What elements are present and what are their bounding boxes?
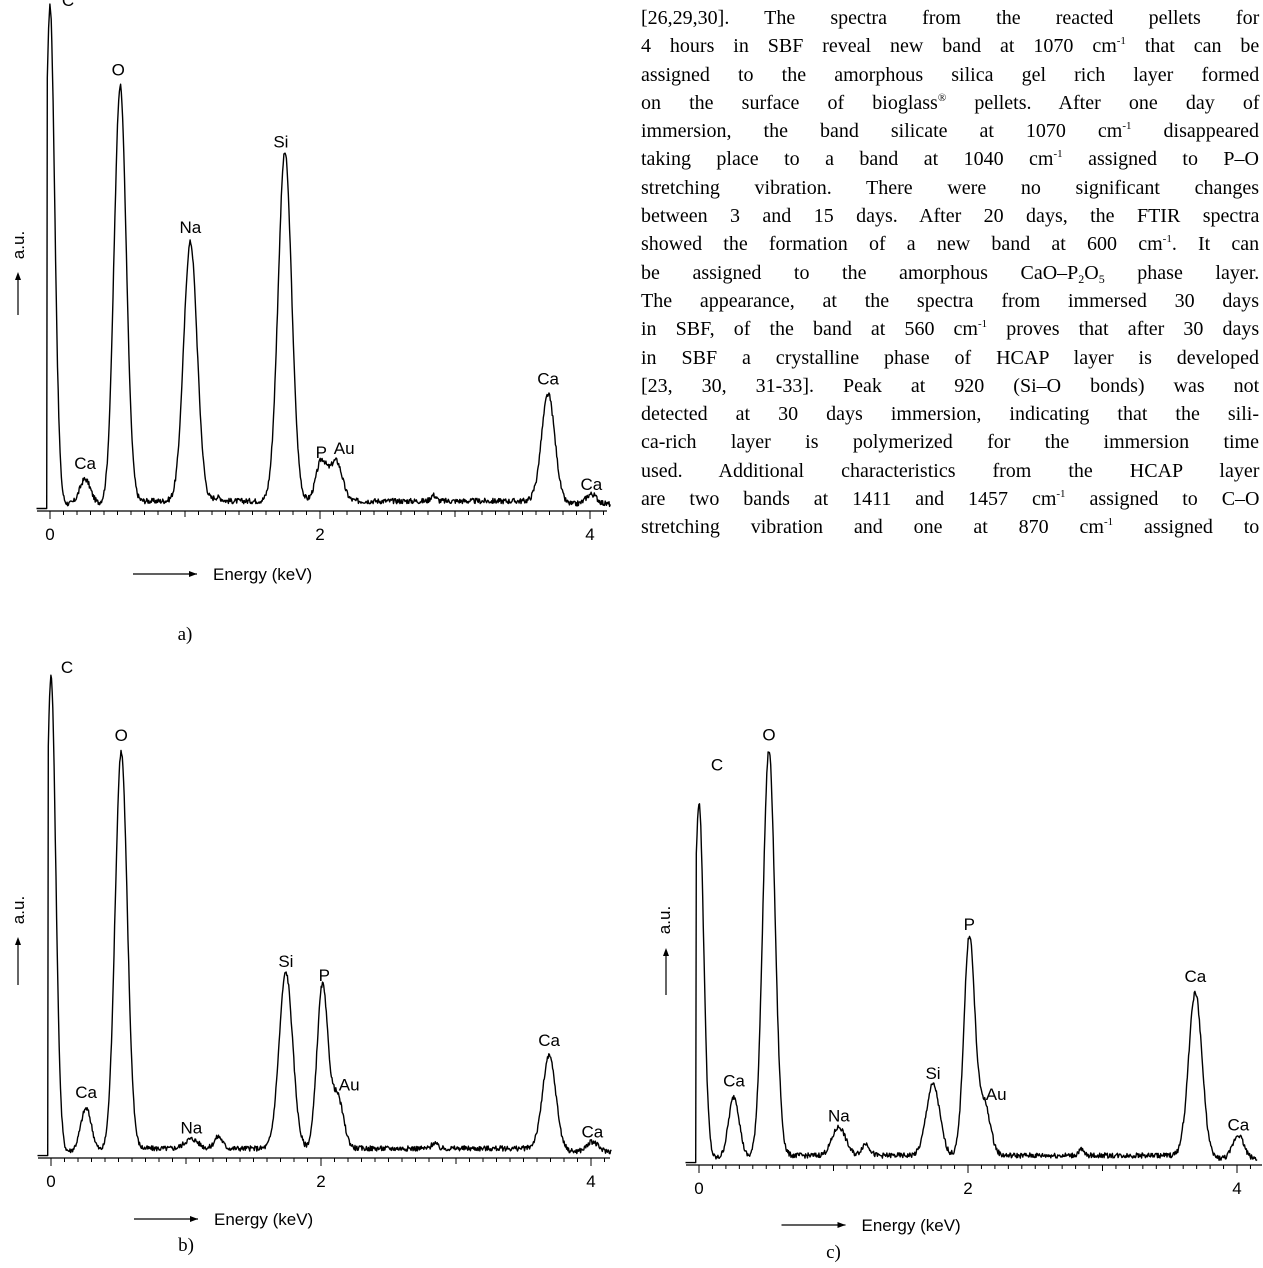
body-text-line: are two bands at 1411 and 1457 cm-1 assi…	[641, 488, 1260, 511]
spectrum-series-line	[37, 674, 612, 1157]
eds-spectrum-panel-a: 0 2 4 C Ca O Na Si P Au Ca Ca Energy (keV) a.u. a)	[9, 0, 611, 645]
x-tick-label: 4	[1232, 1179, 1241, 1198]
body-text-line: 4 hours in SBF reveal new band at 1070 c…	[641, 35, 1260, 58]
y-axis-label: a.u.	[9, 231, 28, 259]
eds-spectrum-panel-c: 0 2 4 C Ca O Na Si P Au Ca Ca Energy (keV) a.u. c)	[655, 725, 1262, 1263]
peak-label: O	[115, 726, 128, 745]
body-text-line: ca-rich layer is polymerized for the imm…	[641, 431, 1259, 454]
peak-label: Si	[278, 952, 293, 971]
body-text-line: [26,29,30]. The spectra from the reacted…	[641, 7, 1260, 29]
peak-label: Ca	[538, 1031, 560, 1050]
peak-label: Au	[986, 1085, 1007, 1104]
y-axis-arrowhead-icon	[15, 937, 21, 945]
panel-caption: a)	[178, 624, 193, 645]
peak-label: Au	[334, 439, 355, 458]
eds-spectrum-panel-b: 0 2 4 C Ca O Na Si P Au Ca Ca Energy (keV) a.u. b)	[9, 658, 612, 1256]
peak-label: P	[964, 915, 975, 934]
body-text-line: assigned to the amorphous silica gel ric…	[641, 63, 1260, 86]
peak-label: C	[61, 658, 73, 677]
body-text-column: [26,29,30]. The spectra from the reacted…	[641, 4, 1259, 542]
panel-caption: c)	[826, 1242, 841, 1263]
body-text-line: taking place to a band at 1040 cm-1 assi…	[641, 148, 1259, 171]
x-tick-label: 0	[46, 1172, 55, 1191]
peak-label: P	[316, 443, 327, 462]
peak-label: Ca	[74, 454, 96, 473]
body-text-line: on the surface of bioglass® pellets. Aft…	[641, 91, 1260, 114]
x-tick-label: 2	[315, 525, 324, 544]
x-tick-label: 4	[585, 525, 594, 544]
body-text-line: in SBF a crystalline phase of HCAP layer…	[641, 346, 1259, 369]
peak-label: Na	[828, 1107, 850, 1126]
peak-label: Au	[339, 1076, 360, 1095]
peak-label: Ca	[1227, 1115, 1249, 1134]
x-axis-arrowhead-icon	[837, 1222, 846, 1228]
peak-label: O	[112, 61, 125, 80]
peak-label: Ca	[580, 475, 602, 494]
y-axis-label: a.u.	[655, 906, 674, 934]
body-text-line: showed the formation of a new band at 60…	[641, 233, 1260, 256]
peak-label: Na	[180, 218, 202, 237]
body-text-line: between 3 and 15 days. After 20 days, th…	[641, 205, 1260, 228]
peak-label: Ca	[723, 1071, 745, 1090]
x-axis-arrowhead-icon	[190, 1216, 198, 1222]
x-tick-label: 0	[694, 1179, 703, 1198]
x-axis-label: Energy (keV)	[214, 1210, 313, 1229]
peak-label: Ca	[75, 1083, 97, 1102]
peak-label: Si	[925, 1064, 940, 1083]
peak-label: O	[762, 725, 775, 744]
x-tick-label: 2	[963, 1179, 972, 1198]
x-tick-label: 2	[316, 1172, 325, 1191]
panel-caption: b)	[178, 1235, 194, 1256]
peak-label: Ca	[537, 369, 559, 388]
body-text-line: be assigned to the amorphous CaO–P2O5 ph…	[641, 261, 1260, 286]
peak-label: Ca	[581, 1122, 603, 1141]
peak-label: Si	[273, 132, 288, 151]
body-text-line: The appearance, at the spectra from imme…	[641, 289, 1259, 312]
spectrum-series-line	[36, 3, 611, 510]
y-axis-arrowhead-icon	[663, 948, 669, 956]
body-text-line: in SBF, of the band at 560 cm-1 proves t…	[641, 318, 1260, 341]
peak-label: C	[62, 0, 74, 10]
peak-label: Ca	[1184, 967, 1206, 986]
body-text-line: detected at 30 days immersion, indicatin…	[641, 403, 1259, 426]
y-axis-label: a.u.	[9, 896, 28, 924]
body-text-line: used. Additional characteristics from th…	[641, 459, 1260, 482]
x-axis-arrowhead-icon	[189, 571, 197, 577]
y-axis-arrowhead-icon	[15, 272, 21, 280]
body-text-line: stretching vibration and one at 870 cm-1…	[641, 516, 1260, 539]
body-text-line: immersion, the band silicate at 1070 cm-…	[641, 120, 1260, 143]
spectrum-series-line	[685, 751, 1258, 1164]
peak-label: C	[711, 756, 723, 775]
peak-label: P	[319, 966, 330, 985]
x-tick-label: 0	[45, 525, 54, 544]
x-tick-label: 4	[586, 1172, 595, 1191]
x-axis-label: Energy (keV)	[213, 565, 312, 584]
x-axis-label: Energy (keV)	[862, 1216, 961, 1235]
body-text-line: stretching vibration. There were no sign…	[641, 176, 1260, 199]
peak-label: Na	[181, 1118, 203, 1137]
body-text-line: [23, 30, 31-33]. Peak at 920 (Si–O bonds…	[641, 374, 1260, 397]
